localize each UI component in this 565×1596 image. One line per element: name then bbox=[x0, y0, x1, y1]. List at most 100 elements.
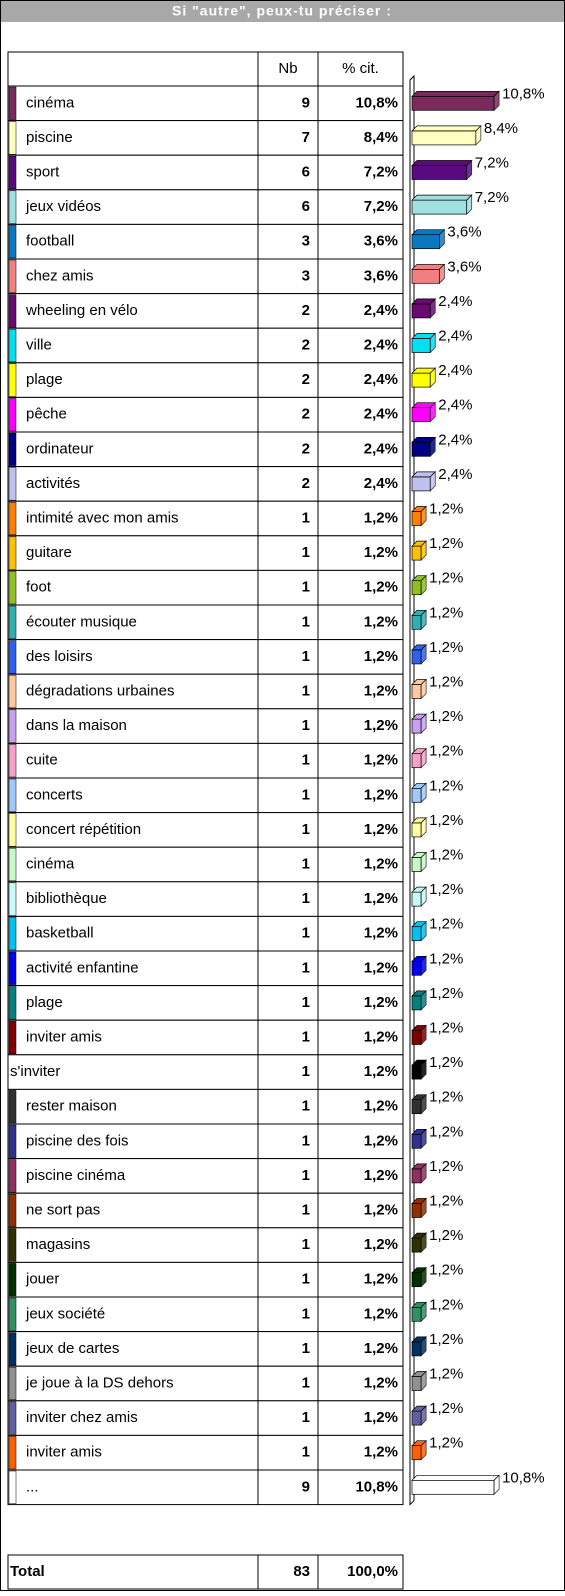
bar bbox=[411, 1030, 422, 1045]
row-nb: 1 bbox=[302, 1444, 310, 1461]
row bbox=[7, 1019, 404, 1056]
row-pct: 2,4% bbox=[364, 371, 398, 388]
bar bbox=[411, 1272, 422, 1288]
row-nb: 1 bbox=[302, 717, 310, 734]
bar bbox=[411, 684, 422, 699]
bar-label: 1,2% bbox=[429, 743, 463, 760]
bar bbox=[411, 511, 422, 526]
row-nb: 1 bbox=[302, 752, 310, 769]
row-nb: 1 bbox=[302, 1271, 310, 1288]
bar-side bbox=[420, 678, 427, 700]
bar-group bbox=[411, 401, 437, 423]
bar-side bbox=[429, 401, 436, 423]
bar-top bbox=[411, 90, 500, 97]
bar bbox=[411, 268, 440, 284]
bar-label: 1,2% bbox=[429, 1331, 463, 1348]
bar-group bbox=[411, 1370, 427, 1392]
bar-label: 2,4% bbox=[438, 362, 472, 379]
swatch bbox=[8, 813, 17, 847]
bar-label: 1,2% bbox=[429, 535, 463, 552]
swatch bbox=[8, 294, 17, 328]
row-nb: 2 bbox=[302, 475, 310, 492]
bar-side bbox=[420, 644, 427, 665]
swatch bbox=[8, 121, 17, 155]
bar bbox=[411, 1099, 422, 1115]
bar-group bbox=[411, 1024, 427, 1046]
row-nb: 1 bbox=[302, 1374, 310, 1391]
bar bbox=[411, 1306, 422, 1322]
row-nb: 2 bbox=[302, 302, 310, 319]
bar-label: 1,2% bbox=[429, 950, 463, 967]
bar-side bbox=[420, 1266, 427, 1288]
bar-label: 3,6% bbox=[447, 258, 481, 275]
bar bbox=[411, 891, 422, 907]
bar-label: 1,2% bbox=[429, 881, 463, 898]
bar-group bbox=[411, 1301, 427, 1323]
bar-label: 1,2% bbox=[429, 673, 463, 690]
bar-group bbox=[411, 1336, 427, 1357]
bar bbox=[411, 1168, 422, 1184]
bar-group bbox=[411, 125, 482, 146]
row bbox=[7, 846, 404, 883]
bar-side bbox=[420, 1439, 427, 1461]
bar-side bbox=[493, 1474, 500, 1496]
row-pct: 1,2% bbox=[364, 1063, 398, 1080]
row-nb: 1 bbox=[302, 1028, 310, 1045]
row-label: chez amis bbox=[26, 267, 94, 284]
swatch bbox=[8, 1297, 17, 1331]
bar-side bbox=[429, 436, 436, 458]
swatch bbox=[8, 328, 17, 363]
row-pct: 1,2% bbox=[364, 821, 398, 838]
swatch bbox=[8, 536, 17, 570]
row-pct: 1,2% bbox=[364, 1028, 398, 1045]
bar bbox=[411, 303, 431, 319]
bar-label: 3,6% bbox=[447, 224, 481, 241]
row-nb: 1 bbox=[302, 1340, 310, 1357]
swatch bbox=[8, 1332, 17, 1366]
row-label: magasins bbox=[26, 1236, 90, 1253]
swatch bbox=[8, 398, 17, 432]
row-label: inviter amis bbox=[26, 1028, 102, 1045]
swatch bbox=[8, 744, 17, 778]
bar-label: 2,4% bbox=[438, 397, 472, 414]
bar bbox=[411, 545, 422, 561]
bar-side bbox=[420, 540, 427, 561]
bar-side bbox=[420, 1059, 427, 1080]
row bbox=[7, 154, 404, 191]
bar-label: 1,2% bbox=[429, 846, 463, 863]
bar-label: 1,2% bbox=[429, 1365, 463, 1382]
row-pct: 1,2% bbox=[364, 1201, 398, 1218]
swatch bbox=[8, 1366, 17, 1401]
bar-group bbox=[411, 747, 427, 769]
bar-top bbox=[411, 229, 446, 236]
bar-label: 2,4% bbox=[438, 327, 472, 344]
bar-group bbox=[411, 955, 427, 977]
row bbox=[7, 362, 404, 398]
bar-side bbox=[420, 1197, 427, 1219]
swatch bbox=[8, 363, 17, 397]
bar-side bbox=[420, 1093, 427, 1115]
row-nb: 1 bbox=[302, 855, 310, 872]
row-label: jeux de cartes bbox=[25, 1340, 119, 1357]
bar-label: 1,2% bbox=[429, 570, 463, 587]
row-pct: 2,4% bbox=[364, 336, 398, 353]
row-label: piscine des fois bbox=[26, 1132, 129, 1149]
bar-group bbox=[411, 782, 427, 804]
row bbox=[7, 500, 404, 537]
row-pct: 1,2% bbox=[364, 1098, 398, 1115]
bar-label: 1,2% bbox=[429, 812, 463, 829]
header-cell bbox=[317, 51, 404, 87]
bar-side bbox=[493, 90, 500, 112]
row bbox=[7, 293, 404, 329]
bar-side bbox=[420, 1405, 427, 1426]
row-nb: 1 bbox=[302, 1305, 310, 1322]
bar-label: 7,2% bbox=[475, 189, 509, 206]
bar-side bbox=[420, 1024, 427, 1046]
bar bbox=[411, 476, 431, 492]
row-label: sport bbox=[26, 163, 60, 180]
bar-label: 1,2% bbox=[429, 777, 463, 794]
bar-label: 1,2% bbox=[429, 1054, 463, 1071]
bar bbox=[411, 234, 440, 250]
row-nb: 2 bbox=[302, 336, 310, 353]
bar-label: 2,4% bbox=[438, 293, 472, 310]
